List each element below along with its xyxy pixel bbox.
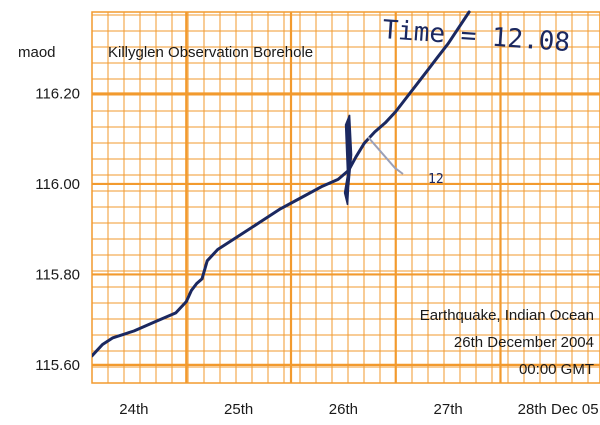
x-tick-label: 25th [224,401,253,418]
annotation-line-2: 26th December 2004 [454,334,594,351]
y-tick-label: 115.60 [35,357,80,374]
x-tick-label: 26th [329,401,358,418]
annotation-line-3: 00:00 GMT [519,361,594,378]
handwritten-mark: 12 [428,172,444,187]
y-tick-label: 116.00 [35,176,80,193]
annotation-line-1: Earthquake, Indian Ocean [420,307,594,324]
y-tick-label: 116.20 [35,85,80,102]
x-tick-label: 24th [119,401,148,418]
x-tick-label: 27th [434,401,463,418]
chart-title: Killyglen Observation Borehole [108,44,313,61]
y-axis-label: maod [18,44,56,61]
y-tick-label: 115.80 [35,266,80,283]
x-tick-label: 28th Dec 05 [518,401,599,418]
